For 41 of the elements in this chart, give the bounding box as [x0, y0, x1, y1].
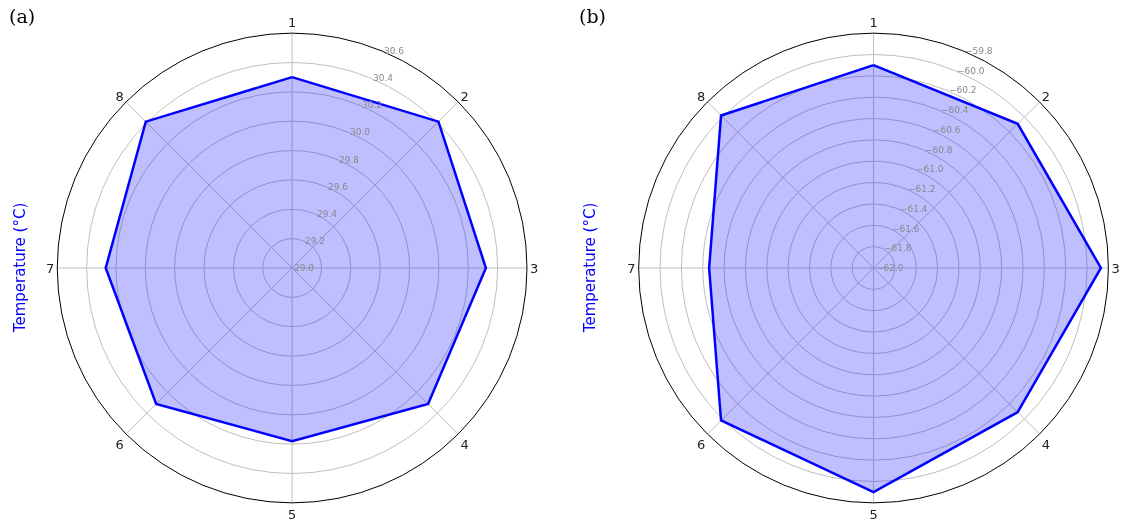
text: Temperature (°C)	[580, 202, 599, 334]
spoke-label: 8	[115, 89, 124, 105]
text: Temperature (°C)	[10, 202, 29, 334]
y-tick-label: 30.2	[362, 100, 383, 110]
y-tick-label: −60.2	[949, 85, 977, 95]
y-tick-label: −60.4	[941, 105, 969, 115]
spoke-label: 3	[1111, 260, 1120, 276]
spoke-label: 7	[45, 260, 55, 276]
y-tick-label: 29.4	[317, 209, 338, 219]
spoke-label: 5	[869, 506, 878, 522]
y-tick-label: −60.6	[933, 125, 961, 135]
spoke-label: 4	[460, 436, 469, 452]
chart-title: (b)	[579, 5, 606, 27]
y-tick-label: −61.0	[916, 164, 944, 174]
y-tick-label: −60.0	[957, 66, 985, 76]
y-tick-label: 29.6	[328, 182, 349, 192]
spoke-label: 6	[115, 436, 124, 452]
y-tick-label: 29.2	[305, 236, 326, 246]
spoke-label: 3	[530, 260, 539, 276]
spoke-label: 5	[287, 506, 297, 522]
spoke-label: 2	[460, 89, 469, 105]
y-tick-label: 30.0	[350, 127, 371, 137]
spoke-label: 6	[696, 436, 706, 452]
y-tick-label: −61.4	[900, 204, 928, 214]
y-tick-label: 30.6	[384, 46, 405, 56]
y-tick-label: 29.0	[294, 263, 315, 273]
y-tick-label: 30.4	[373, 73, 394, 83]
y-tick-label: −60.8	[925, 145, 953, 155]
y-tick-label: −59.8	[965, 46, 993, 56]
y-tick-label: −61.2	[908, 184, 936, 194]
y-tick-label: −62.0	[876, 263, 904, 273]
spoke-label: 4	[1041, 436, 1051, 452]
y-tick-label: −61.6	[892, 224, 920, 234]
spoke-label: 1	[869, 15, 878, 31]
y-tick-label: 29.8	[339, 155, 360, 165]
spoke-label: 8	[696, 89, 706, 105]
spoke-label: 2	[1041, 89, 1051, 105]
spoke-label: 7	[627, 260, 636, 276]
spoke-label: 1	[287, 15, 297, 31]
chart-title: (a)	[9, 5, 36, 27]
y-tick-label: −61.8	[884, 243, 912, 253]
